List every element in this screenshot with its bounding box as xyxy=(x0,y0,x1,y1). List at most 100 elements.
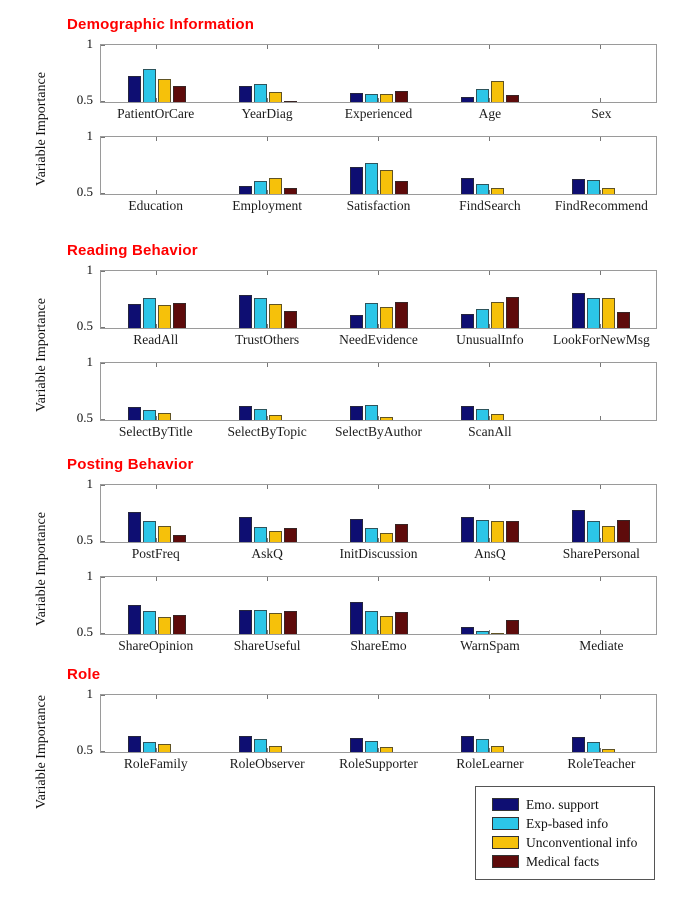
legend-row: Emo. support Exp-based info Unconventional… xyxy=(0,786,692,880)
bar-group-Age xyxy=(434,45,545,102)
x-category-labels: RoleFamily RoleObserver RoleSupporter RoleL… xyxy=(100,756,657,772)
legend-entry: Medical facts xyxy=(492,852,646,871)
bar-emo-support xyxy=(571,510,585,542)
x-label-FindRecommend: FindRecommend xyxy=(554,198,648,213)
x-label-UnusualInfo: UnusualInfo xyxy=(456,332,524,347)
plot-area-wrap: SelectByTitle SelectByTopic SelectByAuthor… xyxy=(100,362,657,440)
bar-exp-based-info xyxy=(475,184,489,194)
bar-exp-based-info xyxy=(253,298,267,328)
bar-exp-based-info xyxy=(142,298,156,328)
bar-emo-support xyxy=(460,627,474,634)
x-tick-mark xyxy=(156,45,157,49)
bar-medical-facts xyxy=(283,611,297,634)
bar-exp-based-info xyxy=(475,631,489,634)
plot-area-wrap: PostFreq AskQ InitDiscussion AnsQ SharePerso… xyxy=(100,484,657,562)
x-label-FindSearch: FindSearch xyxy=(459,198,521,213)
plot-box xyxy=(100,694,657,753)
bar-group-Satisfaction xyxy=(323,137,434,194)
bar-exp-based-info xyxy=(364,611,378,634)
bar-unconventional-info xyxy=(268,178,282,194)
bar-exp-based-info xyxy=(586,521,600,542)
y-tick-label-1: 1 xyxy=(86,354,94,369)
bar-group-InitDiscussion xyxy=(323,485,434,542)
bar-unconventional-info xyxy=(157,305,171,328)
y-tick-mark xyxy=(101,193,105,194)
bar-unconventional-info xyxy=(490,633,504,634)
bar-groups xyxy=(101,137,656,194)
legend-label: Medical facts xyxy=(526,853,600,869)
y-tick-mark xyxy=(101,541,105,542)
x-label-AskQ: AskQ xyxy=(251,546,283,561)
bar-exp-based-info xyxy=(142,410,156,420)
x-label-SharePersonal: SharePersonal xyxy=(562,546,640,561)
bar-exp-based-info xyxy=(253,527,267,542)
x-label-Sex: Sex xyxy=(591,106,612,121)
bar-group-AnsQ xyxy=(434,485,545,542)
bar-medical-facts xyxy=(172,615,186,634)
x-tick-mark xyxy=(378,190,379,194)
x-label-PostFreq: PostFreq xyxy=(131,546,180,561)
bar-emo-support xyxy=(349,406,363,420)
chart-rows-role: Variable Importance 1 0.5 RoleFamily RoleObs… xyxy=(0,687,692,880)
bar-exp-based-info xyxy=(364,94,378,102)
x-tick-mark xyxy=(156,485,157,489)
bar-exp-based-info xyxy=(253,610,267,634)
bar-emo-support xyxy=(127,736,141,752)
legend-swatch-icon xyxy=(492,798,519,811)
bar-emo-support xyxy=(127,304,141,328)
bar-group-empty xyxy=(545,363,656,420)
x-tick-mark xyxy=(378,577,379,581)
x-label-AnsQ: AnsQ xyxy=(474,546,506,561)
x-tick-mark xyxy=(267,98,268,102)
x-tick-mark xyxy=(378,45,379,49)
x-tick-mark xyxy=(156,271,157,275)
bar-medical-facts xyxy=(172,86,186,102)
legend-swatch-icon xyxy=(492,836,519,849)
bar-unconventional-info xyxy=(490,81,504,102)
x-tick-mark xyxy=(267,324,268,328)
bar-unconventional-info xyxy=(157,617,171,634)
y-tick-label-0-5: 0.5 xyxy=(76,410,93,425)
legend-label: Emo. support xyxy=(526,796,599,812)
y-tick-label-1: 1 xyxy=(86,568,94,583)
bar-group-Employment xyxy=(212,137,323,194)
y-axis-label: Variable Importance xyxy=(34,512,49,626)
bar-exp-based-info xyxy=(253,181,267,194)
bar-unconventional-info xyxy=(268,746,282,752)
x-label-RoleObserver: RoleObserver xyxy=(229,756,305,771)
bar-medical-facts xyxy=(394,524,408,542)
bar-emo-support xyxy=(349,167,363,194)
x-tick-mark xyxy=(489,748,490,752)
x-tick-mark xyxy=(267,271,268,275)
x-tick-mark xyxy=(156,416,157,420)
bar-unconventional-info xyxy=(157,526,171,542)
bar-group-SelectByAuthor xyxy=(323,363,434,420)
x-label-RoleSupporter: RoleSupporter xyxy=(339,756,418,771)
plot-box xyxy=(100,484,657,543)
y-axis-label: Variable Importance xyxy=(34,694,49,809)
x-label-ShareUseful: ShareUseful xyxy=(233,638,301,653)
bar-unconventional-info xyxy=(490,746,504,752)
plot-box xyxy=(100,136,657,195)
y-tick-mark xyxy=(101,101,105,102)
bar-groups xyxy=(101,271,656,328)
bar-unconventional-info xyxy=(601,298,615,328)
x-label-WarnSpam: WarnSpam xyxy=(460,638,520,653)
y-axis-ticks: 1 0.5 xyxy=(58,477,100,547)
bar-medical-facts xyxy=(172,303,186,328)
section-title-role: Role xyxy=(67,666,101,683)
bar-emo-support xyxy=(349,738,363,752)
x-tick-mark xyxy=(378,271,379,275)
x-tick-mark xyxy=(600,538,601,542)
bar-emo-support xyxy=(238,406,252,420)
x-tick-mark xyxy=(267,363,268,367)
chart-rows-posting-behavior: Variable Importance 1 0.5 PostFreq AskQ InitD… xyxy=(0,477,692,654)
bar-medical-facts xyxy=(172,535,186,542)
chart-row: 1 0.5 SelectByTitle SelectByTopic SelectByAu… xyxy=(0,355,692,440)
bar-exp-based-info xyxy=(475,520,489,542)
bar-group-Experienced xyxy=(323,45,434,102)
plot-box xyxy=(100,362,657,421)
x-category-labels: PostFreq AskQ InitDiscussion AnsQ SharePerso… xyxy=(100,546,657,562)
x-tick-mark xyxy=(600,137,601,141)
x-label-LookForNewMsg: LookForNewMsg xyxy=(552,332,650,347)
